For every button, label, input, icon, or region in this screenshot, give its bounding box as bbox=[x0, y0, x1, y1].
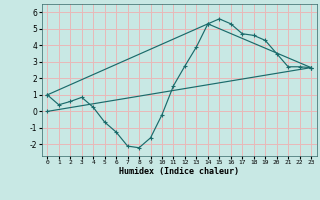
X-axis label: Humidex (Indice chaleur): Humidex (Indice chaleur) bbox=[119, 167, 239, 176]
